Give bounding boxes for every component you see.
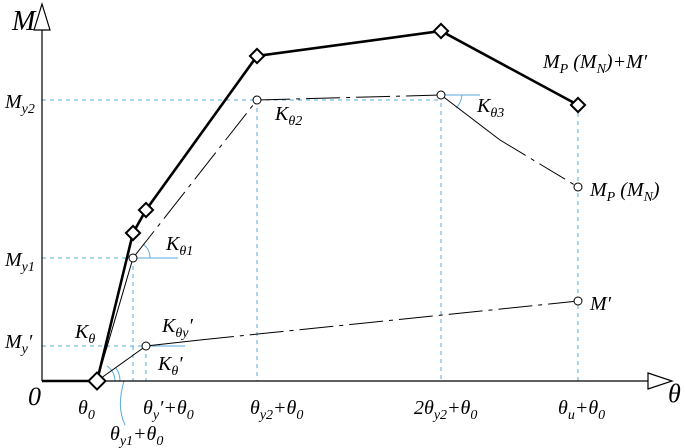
origin-label: 0 <box>28 382 41 411</box>
text-part: K <box>74 321 90 343</box>
subscript: 0 <box>156 434 163 448</box>
y-axis-label: M <box>11 6 37 37</box>
label: M′ <box>589 293 612 315</box>
text-part: M <box>589 179 608 201</box>
subscript: y1 <box>118 434 133 448</box>
text-part: M <box>4 91 23 113</box>
subscript: θ2 <box>288 114 302 129</box>
subscript: θy <box>175 326 189 341</box>
subscript: θ1 <box>179 244 193 259</box>
text-part: 2θ <box>414 397 434 419</box>
subscript: θ <box>171 364 178 379</box>
text-part: M <box>4 331 23 353</box>
axes <box>33 1 674 390</box>
x-axis-label: θ <box>668 379 681 408</box>
label: My2 <box>4 91 35 117</box>
label: 2θy2+θ0 <box>414 397 477 423</box>
label: Kθ2 <box>274 103 302 129</box>
circles <box>128 90 583 351</box>
label: Kθ1 <box>165 233 193 259</box>
text-part: θ <box>143 397 153 419</box>
text-part: +θ <box>273 397 296 419</box>
text-part: θ <box>110 423 120 445</box>
text-part: M <box>542 51 561 73</box>
text-part: (M <box>568 51 598 73</box>
subscript: y <box>20 342 29 357</box>
subscript: θ3 <box>490 106 504 121</box>
guides <box>42 94 579 426</box>
text-part: K <box>161 315 177 337</box>
text-part: θ <box>250 397 260 419</box>
text-part: K <box>476 95 492 117</box>
label: My1 <box>4 249 35 275</box>
text-part: θ <box>558 397 568 419</box>
label: θy′+θ0 <box>143 397 194 423</box>
subscript: 0 <box>598 408 605 423</box>
label: Kθ <box>74 321 95 347</box>
subscript: P <box>559 62 569 77</box>
text-part: K <box>165 233 181 255</box>
subscript: 0 <box>296 408 303 423</box>
text-part: M′ <box>589 293 612 315</box>
text-part: θ <box>78 397 88 419</box>
text-part: +θ <box>447 397 470 419</box>
subscript: 0 <box>187 408 194 423</box>
text-part: ′ <box>28 331 33 353</box>
label: MP (MN) <box>589 179 660 205</box>
markers <box>87 22 587 391</box>
subscript: y2 <box>432 408 447 423</box>
text-part: ′+θ <box>159 397 187 419</box>
curves <box>42 29 579 383</box>
subscript: θ <box>88 332 95 347</box>
label: Kθ3 <box>476 95 504 121</box>
subscript: u <box>568 408 575 423</box>
text-part: K <box>157 353 173 375</box>
label: θy1+θ0 <box>110 423 163 448</box>
label: MP (MN)+M′ <box>542 51 648 77</box>
subscript: y1 <box>20 260 35 275</box>
subscript: 0 <box>88 408 95 423</box>
subscript: y <box>151 408 160 423</box>
label: Kθy′ <box>161 315 193 341</box>
text-part: +θ <box>133 423 156 445</box>
subscript: y2 <box>258 408 273 423</box>
subscript: y2 <box>20 102 35 117</box>
text-part: (M <box>615 179 645 201</box>
text-part: ′ <box>178 353 183 375</box>
text-part: )+M′ <box>605 51 648 73</box>
text-part: K <box>274 103 290 125</box>
subscript: N <box>643 190 654 205</box>
subscript: N <box>596 62 607 77</box>
text-part: M <box>4 249 23 271</box>
label: θu+θ0 <box>558 397 605 423</box>
label: Kθ′ <box>157 353 183 379</box>
label: θy2+θ0 <box>250 397 303 423</box>
text-part: ) <box>652 179 660 201</box>
label: My′ <box>4 331 33 357</box>
text-part: +θ <box>575 397 598 419</box>
subscript: 0 <box>470 408 477 423</box>
subscript: P <box>606 190 616 205</box>
text-part: ′ <box>188 315 193 337</box>
label: θ0 <box>78 397 95 423</box>
